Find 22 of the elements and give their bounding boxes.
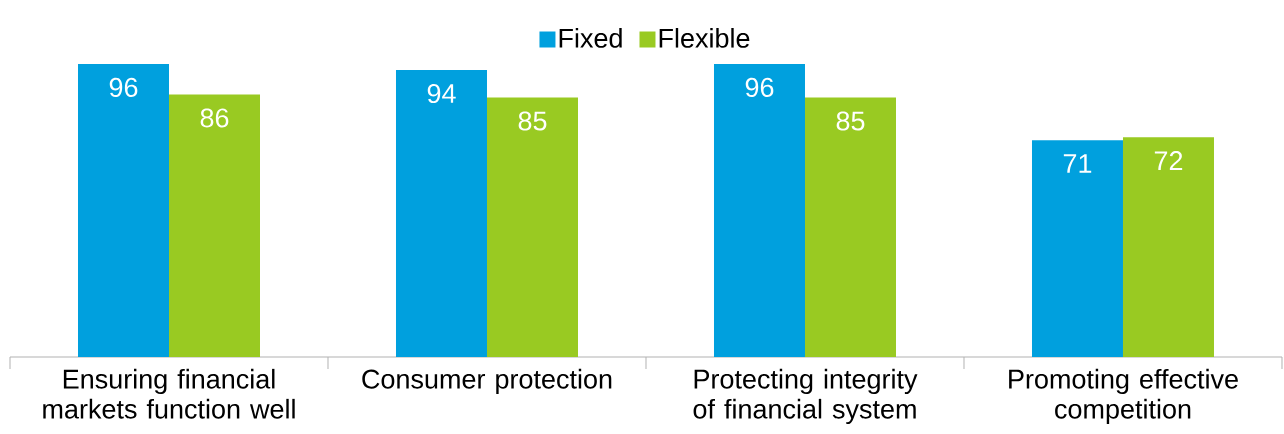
bar <box>804 97 896 357</box>
data-label: 86 <box>200 108 229 128</box>
data-label: 71 <box>1063 154 1092 173</box>
legend-label: Flexible <box>659 27 750 48</box>
bar <box>169 94 260 357</box>
bar <box>395 70 487 357</box>
legend-label: Fixed <box>559 27 622 48</box>
x-tick-label: Protecting integrity of financial system <box>693 368 918 425</box>
x-tick-label: Consumer protection <box>362 368 612 395</box>
bar <box>1122 137 1214 357</box>
data-label: 94 <box>427 83 456 104</box>
bar <box>78 64 169 357</box>
data-label: 96 <box>109 77 138 97</box>
x-tick-label: Promoting effective competition <box>1009 368 1238 425</box>
data-label: 85 <box>518 111 547 131</box>
data-label: 96 <box>745 77 774 97</box>
x-tick-label: Ensuring financial markets function well <box>43 368 295 419</box>
bar <box>487 97 578 357</box>
data-label: 72 <box>1154 151 1183 170</box>
bar <box>713 64 805 357</box>
data-label: 85 <box>836 111 865 131</box>
bar <box>1031 140 1123 357</box>
